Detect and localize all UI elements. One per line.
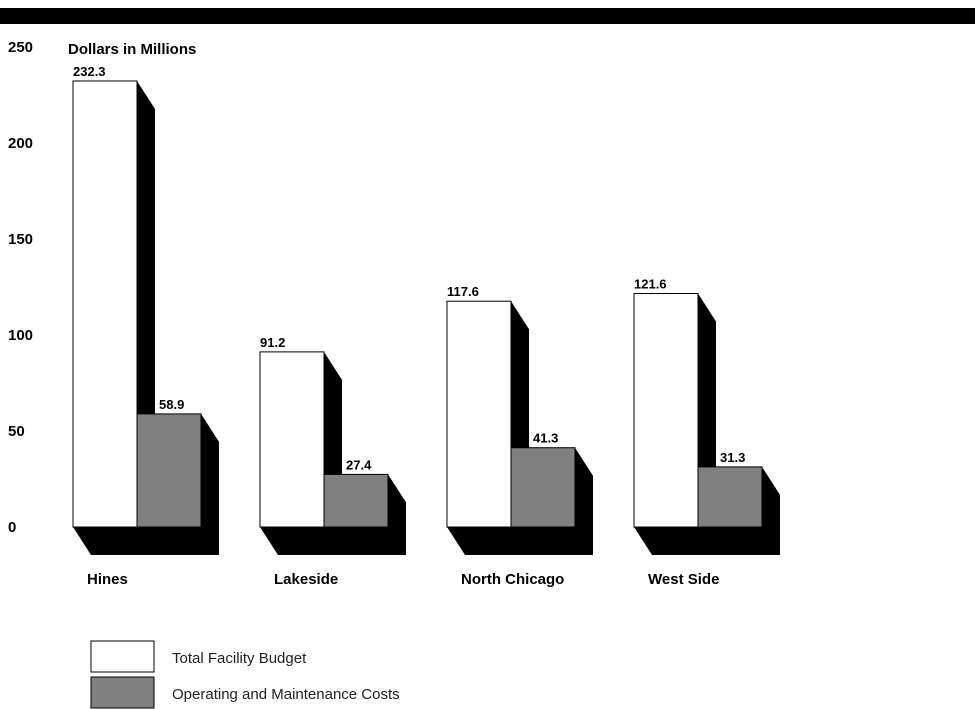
bar-side-shadow [762,466,780,555]
legend-swatch [90,640,155,673]
y-tick-label: 250 [8,39,33,56]
bar-value-label: 27.4 [346,457,372,472]
bar-operating-maintenance [510,447,576,528]
bar-value-label: 91.2 [260,335,285,350]
bar-side-shadow [201,413,219,555]
bar-value-label: 41.3 [533,431,558,446]
bar-operating-maintenance [136,413,202,528]
bar-value-label: 31.3 [720,450,745,465]
bar-value-label: 121.6 [634,277,667,292]
y-tick-label: 200 [8,135,33,152]
top-banner-bar [0,8,975,24]
legend-swatch [90,676,155,709]
y-tick-label: 100 [8,327,33,344]
bars-group: 232.3 58.9 91.2 27.4 117.6 41.3 121.6 31.3 [72,64,780,555]
legend-label: Total Facility Budget [172,650,307,667]
y-tick-label: 150 [8,231,33,248]
bar-side-shadow [388,474,406,555]
y-axis-label: Dollars in Millions [68,41,196,58]
bar-operating-maintenance [323,473,389,528]
bar-value-label: 232.3 [73,64,106,79]
x-category-label: North Chicago [461,571,564,588]
legend-label: Operating and Maintenance Costs [172,686,400,703]
legend: Total Facility Budget Operating and Maint… [90,640,400,709]
y-tick-label: 0 [8,519,16,536]
bar-total-facility-budget [72,80,138,528]
x-category-label: Lakeside [274,571,338,588]
bar-side-shadow [575,447,593,555]
bar-total-facility-budget [446,300,512,528]
bar-operating-maintenance [697,466,763,528]
bar-total-facility-budget [259,351,325,528]
x-category-label: West Side [648,571,719,588]
y-axis-ticks: 0 50 100 150 200 250 [8,39,33,536]
bar-value-label: 117.6 [447,284,479,299]
bar-total-facility-budget [633,293,699,528]
y-tick-label: 50 [8,423,25,440]
bar-value-label: 58.9 [159,397,184,412]
x-axis-categories: Hines Lakeside North Chicago West Side [87,571,719,588]
x-category-label: Hines [87,571,128,588]
